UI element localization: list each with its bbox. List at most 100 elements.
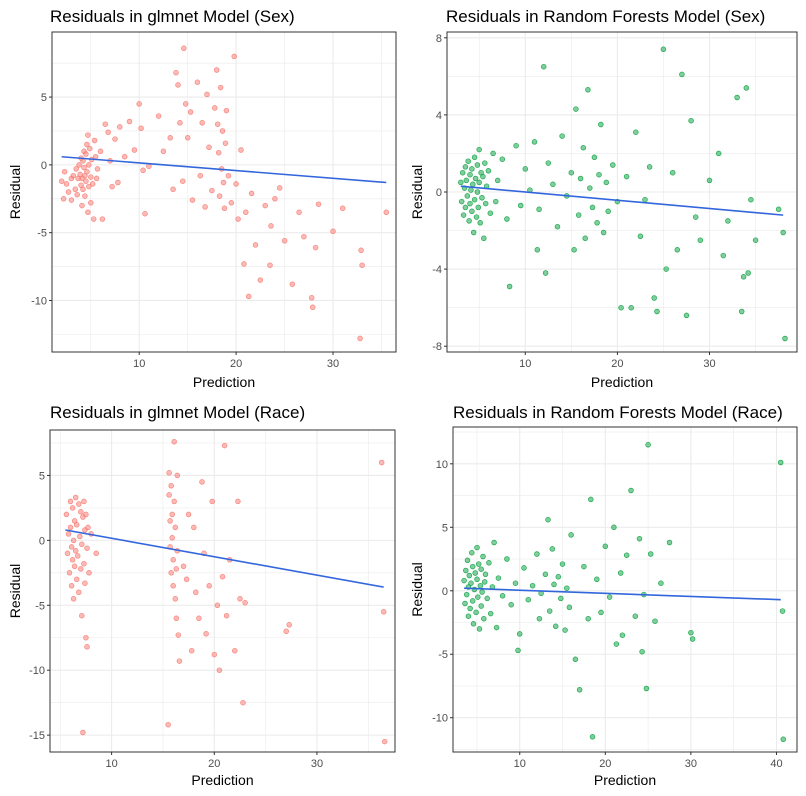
chart-panel-1: 10 20 30 5 0 -5 -10 Residuals in glmnet Model (… [7,7,396,390]
data-point [171,557,176,562]
data-point [359,248,364,253]
data-point [741,274,746,279]
data-point [601,230,606,235]
data-point [517,632,522,637]
data-point [590,205,595,210]
data-point [360,263,365,268]
y-tick-label: 5 [442,522,448,534]
y-tick-label: 0 [39,535,45,547]
x-tick-label: 20 [599,758,611,770]
data-point [221,180,226,185]
data-point [624,553,629,558]
data-point [572,247,577,252]
data-point [258,278,263,283]
data-point [170,512,175,517]
data-point [655,309,660,314]
data-point [537,616,542,621]
data-point [83,194,88,199]
data-point [675,247,680,252]
data-point [249,191,254,196]
data-point [178,120,183,125]
data-point [59,179,64,184]
data-point [470,182,475,187]
data-point [98,149,103,154]
data-point [84,179,89,184]
data-point [110,184,115,189]
chart-panel-3: 10 20 3050-5-10-15Residuals in glmnet Mode… [7,403,395,788]
data-point [680,72,685,77]
data-point [693,215,698,220]
data-point [253,243,258,248]
data-point [181,564,186,569]
data-point [171,583,176,588]
data-point [88,200,93,205]
data-point [86,525,91,530]
data-point [526,597,531,602]
data-point [624,174,629,179]
data-point [174,567,179,572]
data-point [478,583,483,588]
data-point [174,70,179,75]
data-point [220,574,225,579]
data-point [172,499,177,504]
data-point [331,229,336,234]
data-point [472,197,477,202]
data-point [190,198,195,203]
data-point [783,336,788,341]
data-point [470,599,475,604]
data-point [574,107,579,112]
data-point [781,737,786,742]
data-point [667,540,672,545]
data-point [91,217,96,222]
data-point [513,581,518,586]
data-point [464,178,469,183]
data-point [494,625,499,630]
data-point [481,236,486,241]
data-point [297,210,302,215]
y-tick-label: -10 [432,713,448,725]
data-point [477,627,482,632]
data-point [618,571,623,576]
data-point [117,125,122,130]
data-point [64,512,69,517]
data-point [637,536,642,541]
data-point [176,83,181,88]
data-point [76,590,81,595]
data-point [564,586,569,591]
data-point [220,129,225,134]
data-point [646,442,651,447]
data-point [156,114,161,119]
data-point [195,80,200,85]
data-point [177,659,182,664]
data-point [633,130,638,135]
data-point [71,173,76,178]
data-point [84,635,89,640]
data-point [381,609,386,614]
data-point [479,567,484,572]
data-point [550,547,555,552]
data-point [76,502,81,507]
data-point [141,168,146,173]
data-point [463,165,468,170]
chart-title: Residuals in Random Forests Model (Race) [453,403,783,422]
data-point [522,566,527,571]
data-point [500,157,505,162]
data-point [62,169,67,174]
x-tick-label: 20 [208,758,220,770]
data-point [483,572,488,577]
data-point [670,170,675,175]
data-point [212,106,217,111]
data-point [212,652,217,657]
data-point [689,630,694,635]
data-point [214,68,219,73]
data-point [552,582,557,587]
data-point [170,535,175,540]
data-point [707,178,712,183]
data-point [486,168,491,173]
data-point [223,141,228,146]
data-point [644,686,649,691]
data-point [485,596,490,601]
data-point [316,202,321,207]
data-point [739,309,744,314]
